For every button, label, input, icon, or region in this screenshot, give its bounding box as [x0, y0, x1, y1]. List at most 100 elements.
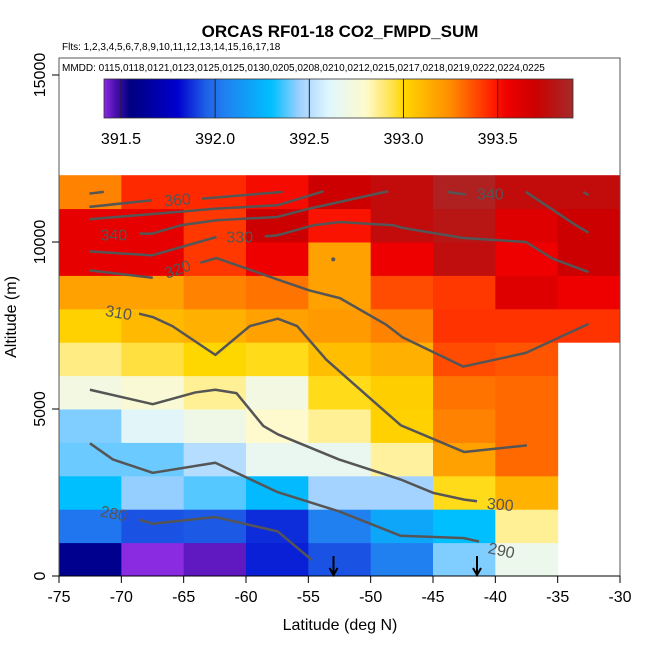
heatmap-cell: [183, 442, 247, 477]
contour-line: [200, 256, 590, 368]
y-tick-label: 0: [32, 571, 49, 580]
heatmap-cell: [308, 409, 372, 443]
heatmap-cell: [59, 275, 122, 310]
heatmap-cell: [495, 409, 559, 443]
heatmap-cell: [433, 442, 496, 477]
contour-line: [89, 190, 325, 221]
heatmap-cell: [370, 442, 434, 477]
heatmap-cell: [59, 509, 122, 544]
contour-line: [202, 190, 283, 200]
contour-line: [89, 235, 217, 257]
heatmap-cell: [495, 275, 559, 310]
heatmap-cell: [246, 208, 309, 243]
contour-dot: [331, 257, 336, 262]
heatmap-cell: [246, 342, 309, 377]
mmdd-annotation: MMDD: 0115,0118,0121,0123,0125,0125,0130…: [62, 63, 545, 74]
x-tick-label: -65: [172, 589, 195, 606]
heatmap-cell: [59, 475, 122, 510]
heatmap-cell: [433, 275, 496, 310]
heatmap-cell: [495, 375, 559, 410]
heatmap-cell: [557, 175, 621, 210]
heatmap-cell: [183, 175, 247, 210]
x-axis-label: Latitude (deg N): [283, 617, 398, 634]
contour-line: [447, 190, 467, 196]
heatmap-cell: [370, 509, 434, 544]
heatmap-cell: [370, 475, 434, 510]
y-tick-label: 5000: [32, 391, 49, 427]
heatmap-cell: [495, 242, 559, 276]
colorbar: [103, 78, 574, 119]
contour-lines: [89, 190, 590, 561]
heatmap-cell: [495, 308, 559, 343]
heatmap-cell: [495, 208, 559, 243]
colorbar-ticks: 391.5 392.0 392.5 393.0 393.5: [101, 79, 518, 148]
flight-arrows: [328, 556, 482, 578]
contour-line: [89, 388, 478, 503]
heatmap-cell: [59, 409, 122, 443]
heatmap-cell: [121, 275, 185, 310]
heatmap-cell: [121, 542, 185, 577]
y-axis: 0 5000 10000 15000: [32, 53, 59, 580]
chart-subtitle: Flts: 1,2,3,4,5,6,7,8,9,10,11,12,13,14,1…: [62, 42, 281, 53]
colorbar-tick-label: 391.5: [101, 131, 141, 148]
heatmap-cell: [495, 342, 559, 377]
x-tick-label: -55: [297, 589, 320, 606]
x-tick-label: -60: [234, 589, 257, 606]
heatmap-cell: [121, 409, 185, 443]
heatmap-cell: [121, 509, 185, 544]
heatmap-cell: [433, 542, 496, 577]
y-tick-label: 10000: [32, 220, 49, 265]
heatmap-cell: [59, 208, 122, 243]
x-tick-label: -75: [47, 589, 70, 606]
heatmap-cell: [370, 542, 434, 577]
arrow-down-icon: [328, 556, 339, 578]
heatmap-cell: [433, 242, 496, 276]
heatmap-cell: [183, 509, 247, 544]
heatmap-cell: [557, 208, 621, 243]
contour-line: [89, 190, 104, 195]
contour-line: [138, 515, 313, 561]
heatmap-cell: [59, 542, 122, 577]
contour-label: 360: [164, 191, 192, 210]
contour-label: 280: [99, 503, 129, 525]
y-tick-label: 15000: [32, 53, 49, 98]
colorbar-tick-label: 392.5: [289, 131, 329, 148]
heatmap-cells: [59, 175, 621, 577]
y-axis-label: Altitude (m): [3, 276, 20, 358]
heatmap-cell: [183, 342, 247, 377]
heatmap-cell: [183, 542, 247, 577]
contour-line: [89, 442, 480, 543]
x-tick-label: -70: [110, 589, 133, 606]
x-tick-label: -30: [608, 589, 631, 606]
heatmap-cell: [308, 542, 372, 577]
x-tick-label: -35: [546, 589, 569, 606]
heatmap-cell: [59, 342, 122, 377]
colorbar-tick-label: 393.5: [478, 131, 518, 148]
heatmap-cell: [308, 375, 372, 410]
heatmap-cell: [121, 475, 185, 510]
contour-label: 300: [486, 496, 514, 515]
x-tick-label: -40: [484, 589, 507, 606]
contour-label: 290: [486, 540, 516, 562]
contour-line: [89, 269, 153, 279]
contour-line: [582, 190, 590, 197]
heatmap-cell: [246, 275, 309, 310]
heatmap-cell: [433, 409, 496, 443]
heatmap-cell: [121, 342, 185, 377]
heatmap-cell: [121, 442, 185, 477]
heatmap-cell: [370, 242, 434, 276]
heatmap-cell: [59, 375, 122, 410]
heatmap-cell: [495, 509, 559, 544]
heatmap-cell: [308, 242, 372, 276]
heatmap-cell: [370, 275, 434, 310]
heatmap-cell: [308, 509, 372, 544]
contour-label: 340: [101, 228, 128, 245]
contour-line: [139, 190, 389, 235]
heatmap-cell: [495, 542, 559, 577]
contour-label: 340: [477, 187, 504, 204]
heatmap-cell: [246, 409, 309, 443]
chart-title: ORCAS RF01-18 CO2_FMPD_SUM: [202, 22, 479, 41]
x-tick-label: -45: [421, 589, 444, 606]
